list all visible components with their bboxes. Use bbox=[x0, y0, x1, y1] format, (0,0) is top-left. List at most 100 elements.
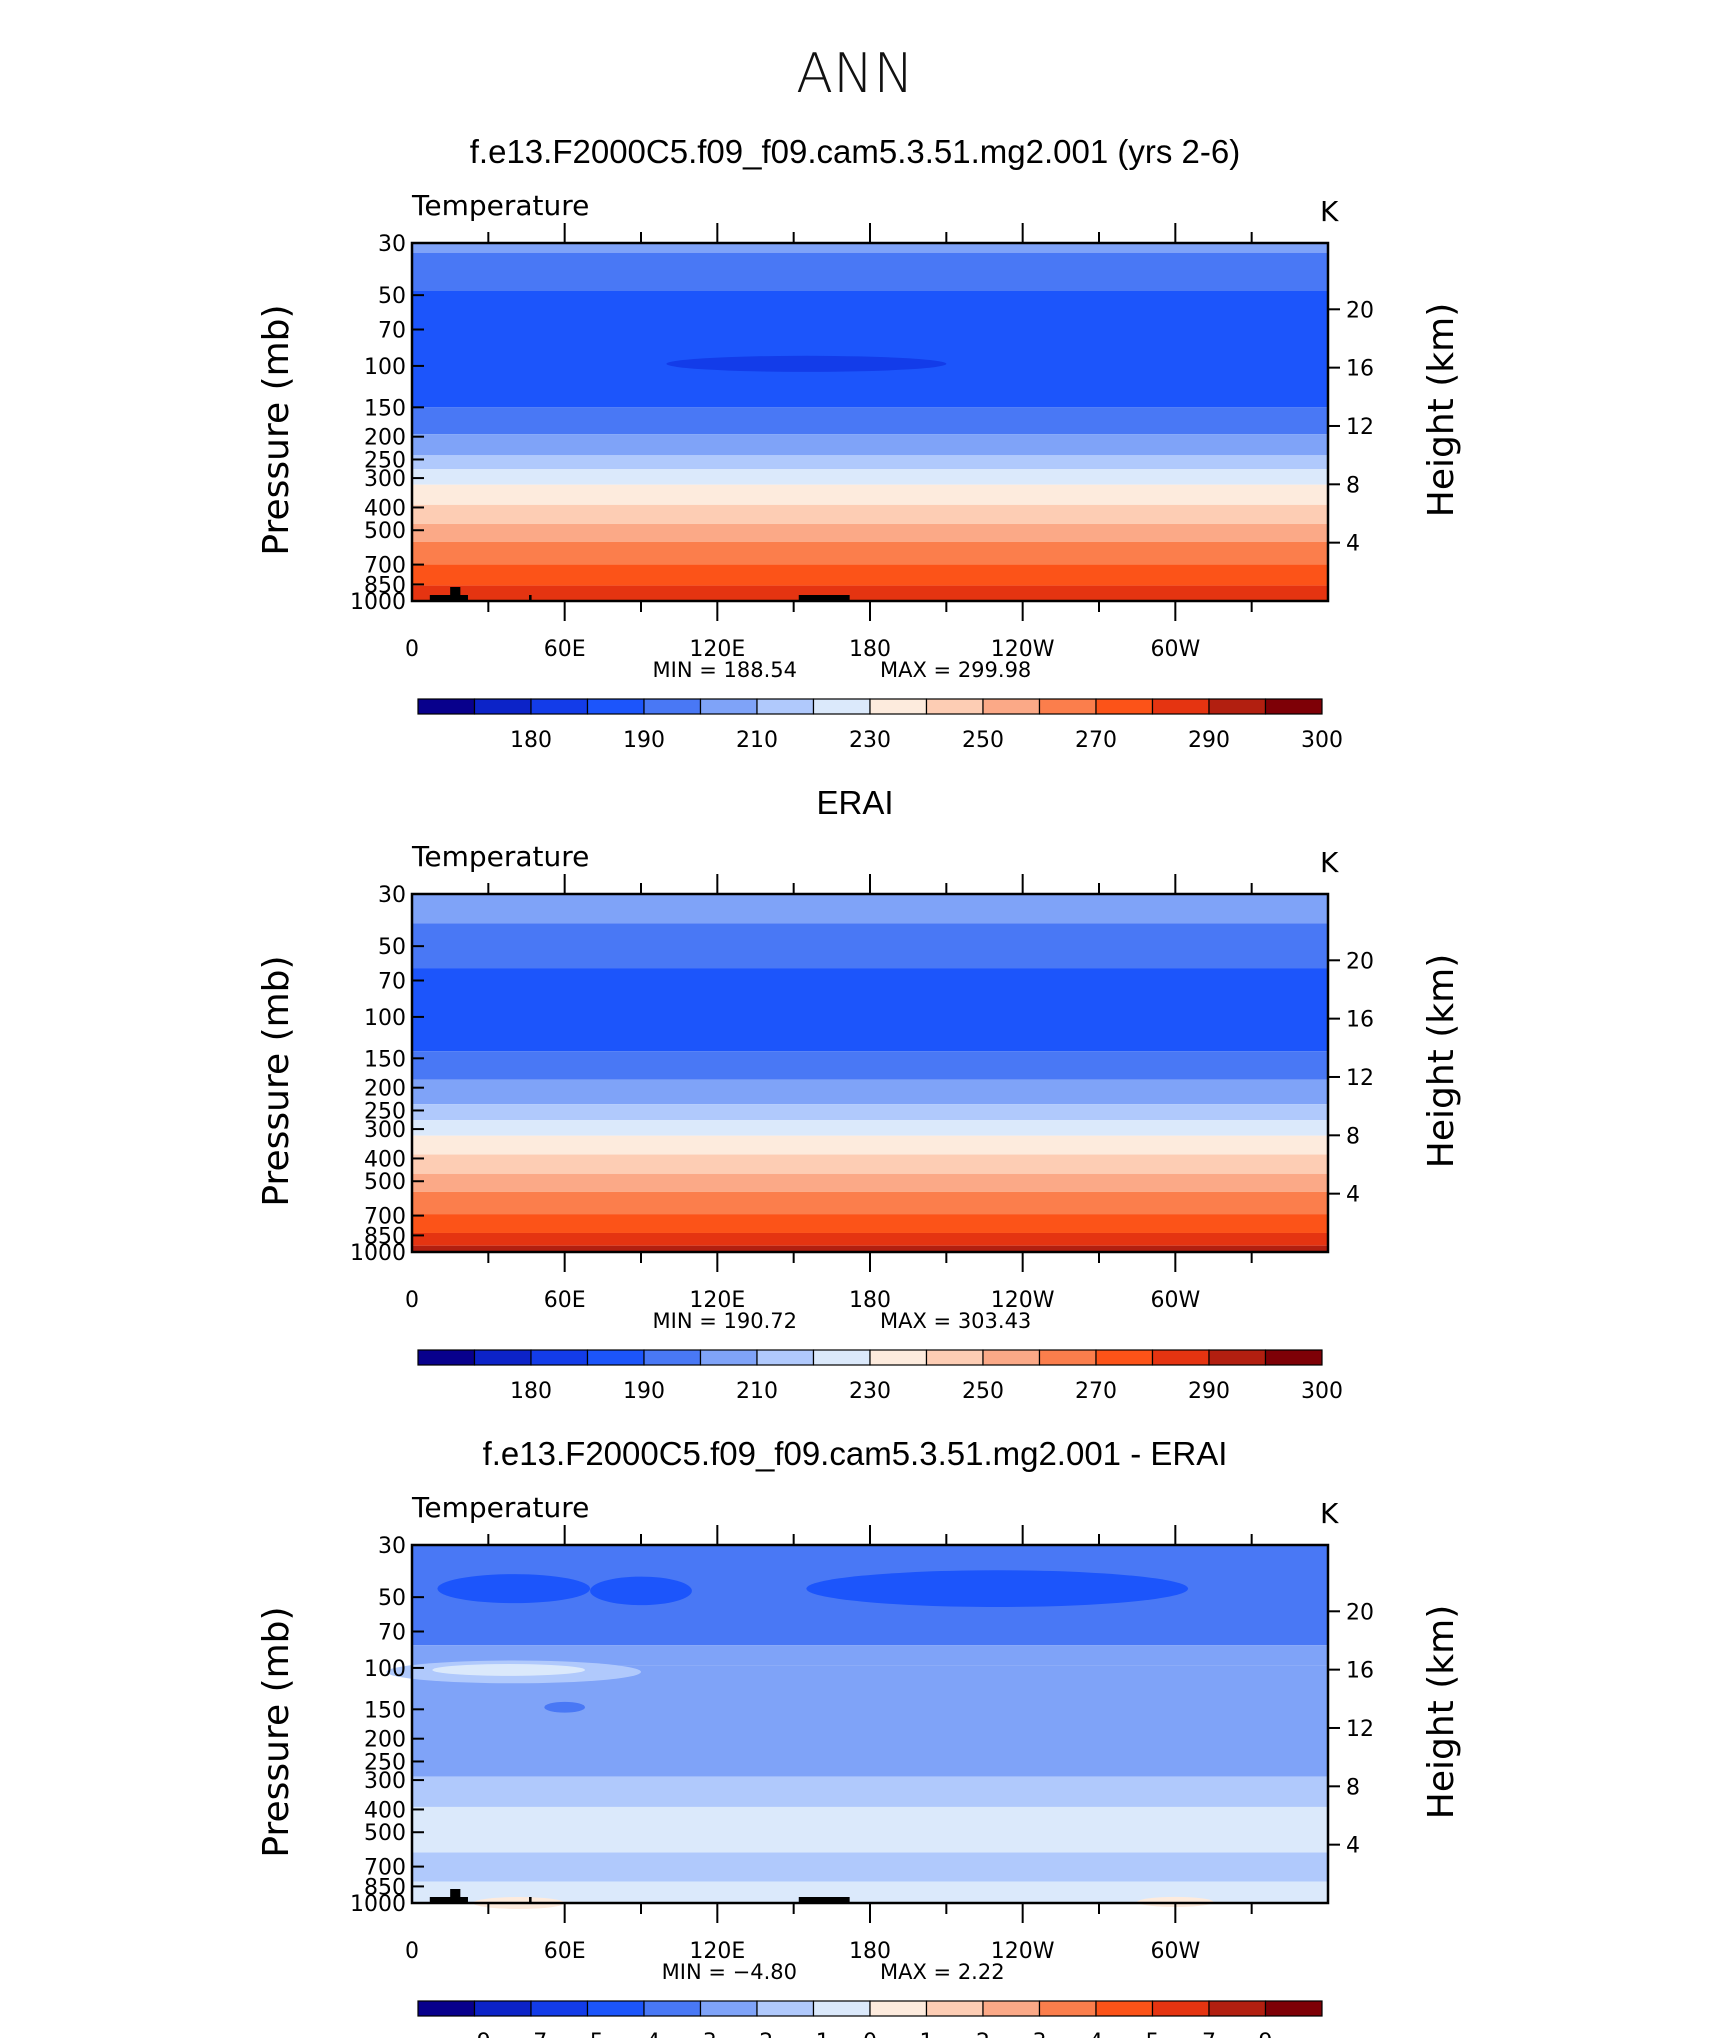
colorbar-swatch-3-6 bbox=[699, 2000, 758, 2017]
x-tick-label-1-3: 120E bbox=[689, 637, 745, 662]
y-tick-label-2-13: 1000 bbox=[350, 1241, 406, 1266]
right-tick-label-1-3: 12 bbox=[1346, 415, 1374, 440]
colorbar-swatch-3-1 bbox=[417, 2000, 476, 2017]
panel-title-model: f.e13.F2000C5.f09_f09.cam5.3.51.mg2.001 … bbox=[469, 133, 1241, 170]
contour-band-1-11 bbox=[412, 541, 1328, 565]
colorbar-swatch-1-8 bbox=[812, 698, 871, 715]
colorbar-label-3-3: −5 bbox=[571, 2030, 603, 2038]
colorbar-label-1-4: 230 bbox=[849, 728, 891, 753]
contour-feature-3-6 bbox=[544, 1701, 586, 1713]
units-label-3: K bbox=[1320, 1497, 1339, 1530]
contour-band-3-3 bbox=[412, 1665, 1328, 1777]
topography-mask-1-2 bbox=[450, 587, 461, 601]
contour-band-1-5 bbox=[412, 434, 1328, 456]
y-tick-label-2-6: 200 bbox=[364, 1077, 406, 1102]
x-tick-label-3-2: 60E bbox=[544, 1939, 586, 1964]
colorbar-label-3-10: 2 bbox=[976, 2030, 990, 2038]
contour-band-1-8 bbox=[412, 484, 1328, 505]
colorbar-swatch-2-9 bbox=[869, 1349, 928, 1366]
contour-feature-3-5 bbox=[432, 1664, 586, 1676]
contour-band-3-2 bbox=[412, 1645, 1328, 1666]
units-label-2: K bbox=[1320, 846, 1339, 879]
colorbar-swatch-2-2 bbox=[473, 1349, 532, 1366]
colorbar-swatch-3-3 bbox=[530, 2000, 589, 2017]
colorbar-swatch-2-11 bbox=[982, 1349, 1041, 1366]
colorbar-label-3-4: −4 bbox=[628, 2030, 660, 2038]
contour-band-2-8 bbox=[412, 1135, 1328, 1155]
contour-band-3-7 bbox=[412, 1881, 1328, 1903]
y-tick-label-1-12: 850 bbox=[364, 573, 406, 598]
x-tick-label-3-5: 120W bbox=[991, 1939, 1055, 1964]
min-value-1: MIN = 188.54 bbox=[653, 658, 797, 682]
x-tick-label-2-3: 120E bbox=[689, 1288, 745, 1313]
colorbar-swatch-3-12 bbox=[1038, 2000, 1097, 2017]
colorbar-swatch-2-5 bbox=[643, 1349, 702, 1366]
right-tick-label-1-2: 16 bbox=[1346, 357, 1374, 382]
y-tick-label-3-7: 250 bbox=[364, 1750, 406, 1775]
contour-band-2-10 bbox=[412, 1173, 1328, 1192]
min-value-2: MIN = 190.72 bbox=[653, 1309, 797, 1333]
colorbar-swatch-3-11 bbox=[982, 2000, 1041, 2017]
x-tick-label-2-1: 0 bbox=[405, 1288, 419, 1313]
colorbar-label-3-12: 4 bbox=[1089, 2030, 1103, 2038]
y-tick-label-2-10: 500 bbox=[364, 1170, 406, 1195]
right-tick-label-2-2: 16 bbox=[1346, 1008, 1374, 1033]
colorbar-label-2-3: 210 bbox=[736, 1379, 778, 1404]
colorbar-swatch-2-6 bbox=[699, 1349, 758, 1366]
colorbar-swatch-2-8 bbox=[812, 1349, 871, 1366]
x-tick-label-3-3: 120E bbox=[689, 1939, 745, 1964]
y-tick-label-1-1: 30 bbox=[378, 232, 406, 257]
colorbar-swatch-1-4 bbox=[586, 698, 645, 715]
x-tick-label-1-4: 180 bbox=[849, 637, 891, 662]
y-axis-title-3: Pressure (mb) bbox=[256, 1606, 297, 1857]
contour-band-1-3 bbox=[412, 290, 1328, 408]
x-tick-label-1-2: 60E bbox=[544, 637, 586, 662]
contour-band-1-1 bbox=[412, 243, 1328, 253]
colorbar-swatch-2-16 bbox=[1264, 1349, 1323, 1366]
contour-feature-3-1 bbox=[437, 1574, 591, 1604]
y-tick-label-2-11: 700 bbox=[364, 1205, 406, 1230]
y-tick-label-3-9: 400 bbox=[364, 1798, 406, 1823]
colorbar-swatch-2-3 bbox=[530, 1349, 589, 1366]
variable-label-3: Temperature bbox=[411, 1491, 589, 1524]
y-tick-label-2-4: 100 bbox=[364, 1006, 406, 1031]
contour-band-1-7 bbox=[412, 469, 1328, 485]
y-tick-label-1-6: 200 bbox=[364, 426, 406, 451]
colorbar-label-1-6: 270 bbox=[1075, 728, 1117, 753]
colorbar-swatch-1-2 bbox=[473, 698, 532, 715]
x-tick-label-3-6: 60W bbox=[1150, 1939, 1200, 1964]
contour-band-2-7 bbox=[412, 1120, 1328, 1136]
colorbar-label-1-1: 180 bbox=[510, 728, 552, 753]
contour-band-3-6 bbox=[412, 1865, 1328, 1882]
colorbar-swatch-2-14 bbox=[1151, 1349, 1210, 1366]
right-tick-label-3-2: 16 bbox=[1346, 1659, 1374, 1684]
y-tick-label-1-7: 250 bbox=[364, 448, 406, 473]
colorbar-label-3-11: 3 bbox=[1033, 2030, 1047, 2038]
y-tick-label-2-5: 150 bbox=[364, 1047, 406, 1072]
y-tick-label-3-4: 100 bbox=[364, 1657, 406, 1682]
max-value-3: MAX = 2.22 bbox=[880, 1960, 1005, 1984]
y-axis-title-2: Pressure (mb) bbox=[256, 955, 297, 1206]
y-tick-label-3-6: 200 bbox=[364, 1728, 406, 1753]
y-tick-label-2-1: 30 bbox=[378, 883, 406, 908]
colorbar-swatch-1-13 bbox=[1095, 698, 1154, 715]
panel-title-erai: ERAI bbox=[816, 784, 894, 821]
page-title: ANN bbox=[796, 42, 914, 105]
colorbar-label-1-8: 300 bbox=[1301, 728, 1343, 753]
colorbar-label-1-7: 290 bbox=[1188, 728, 1230, 753]
colorbar-swatch-1-10 bbox=[925, 698, 984, 715]
y-tick-label-1-4: 100 bbox=[364, 355, 406, 380]
colorbar-swatch-1-1 bbox=[417, 698, 476, 715]
colorbar-label-2-7: 290 bbox=[1188, 1379, 1230, 1404]
colorbar-swatch-1-3 bbox=[530, 698, 589, 715]
colorbar-swatch-3-8 bbox=[812, 2000, 871, 2017]
contour-band-1-2 bbox=[412, 252, 1328, 291]
colorbar-label-2-8: 300 bbox=[1301, 1379, 1343, 1404]
contour-band-3-5 bbox=[412, 1806, 1328, 1853]
right-tick-label-3-3: 12 bbox=[1346, 1717, 1374, 1742]
y-tick-label-3-3: 70 bbox=[378, 1621, 406, 1646]
x-tick-label-3-1: 0 bbox=[405, 1939, 419, 1964]
y-tick-label-1-8: 300 bbox=[364, 467, 406, 492]
contour-band-1-6 bbox=[412, 455, 1328, 470]
x-tick-label-2-4: 180 bbox=[849, 1288, 891, 1313]
